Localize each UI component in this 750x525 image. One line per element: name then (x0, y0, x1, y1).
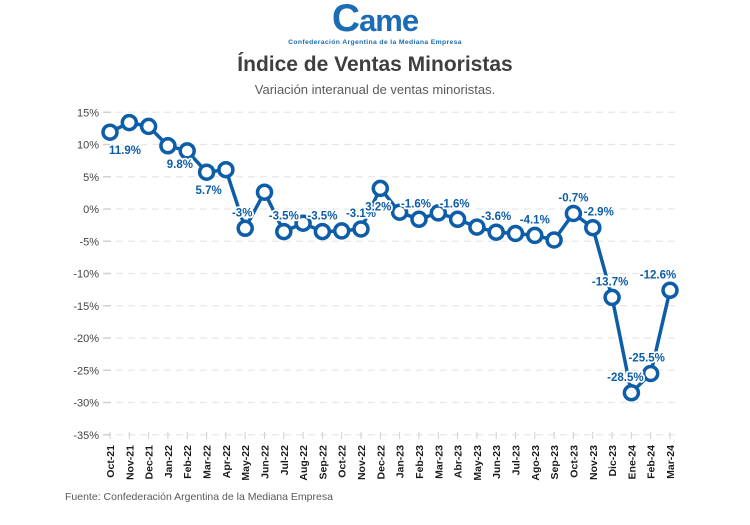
x-axis-label: Jun-23 (491, 445, 503, 479)
x-axis-label: Jul-22 (279, 445, 291, 476)
data-label: -3.5% (269, 211, 299, 223)
y-axis-label: -25% (73, 365, 99, 377)
y-axis-label: 5% (83, 172, 99, 184)
data-label: -2.9% (584, 207, 614, 219)
data-point (622, 384, 641, 402)
data-label: -3.5% (307, 211, 337, 223)
data-label: -3.1% (346, 208, 376, 220)
series-line (108, 120, 672, 395)
chart-subtitle: Variación interanual de ventas minorista… (254, 82, 496, 97)
data-label: -28.5% (607, 372, 643, 384)
data-point (255, 183, 274, 201)
data-point (217, 160, 235, 179)
x-axis-label: Sep-23 (549, 445, 561, 480)
data-point (159, 137, 177, 155)
data-point (506, 224, 525, 243)
data-point (468, 218, 486, 236)
data-point (352, 220, 370, 238)
x-axis-label: Dic-23 (607, 445, 619, 477)
x-axis-label: Apr-22 (221, 445, 233, 478)
y-axis-label: 10% (77, 140, 99, 152)
data-label: 11.9% (109, 145, 141, 157)
data-point (390, 203, 409, 221)
x-axis-label: Ago-23 (530, 445, 542, 481)
data-label: 3.2% (365, 201, 391, 213)
data-point (120, 113, 139, 132)
data-point (139, 117, 158, 136)
data-point (313, 222, 332, 241)
data-point (487, 223, 505, 241)
data-point (526, 226, 544, 245)
data-label: 5.7% (195, 185, 221, 197)
data-label: -12.6% (640, 269, 676, 281)
x-axis-label: Jul-23 (511, 445, 523, 476)
x-axis-label: Aug-22 (298, 445, 310, 481)
y-axis-label: -5% (79, 236, 99, 248)
x-axis-label: Jan-23 (395, 445, 407, 478)
data-point (371, 179, 390, 198)
y-axis-label: 15% (77, 107, 99, 119)
x-axis-label: Mar-23 (433, 445, 445, 479)
data-point (564, 204, 583, 223)
came-logo: Came Confederación Argentina de la Media… (0, 2, 750, 47)
data-point (178, 142, 196, 160)
x-axis-label: Ene-24 (626, 445, 638, 480)
data-point (101, 123, 119, 141)
came-logo-wordmark: Came (331, 0, 419, 40)
x-axis-label: Jan-22 (163, 445, 175, 478)
x-axis-label: Dec-22 (375, 445, 387, 480)
x-axis-label: Oct-22 (337, 445, 349, 478)
y-axis-label: -15% (73, 301, 99, 313)
data-label: -0.7% (558, 193, 588, 205)
x-axis-label: Oct-21 (105, 445, 117, 478)
data-label: -3.6% (481, 211, 511, 223)
data-point (332, 222, 351, 240)
data-point (197, 163, 216, 181)
data-point (584, 218, 602, 237)
x-axis-label: Oct-23 (568, 445, 580, 478)
x-axis-label: May-23 (472, 445, 484, 481)
x-axis-label: Feb-23 (414, 445, 426, 479)
x-axis-label: Mar-24 (665, 445, 677, 479)
data-point (294, 214, 312, 232)
y-axis-label: -30% (73, 398, 99, 410)
data-label: -4.1% (520, 214, 550, 226)
y-axis-label: -35% (73, 430, 99, 442)
x-axis-label: Nov-22 (356, 445, 368, 480)
data-label: -13.7% (592, 276, 628, 288)
data-point (641, 364, 660, 383)
x-axis-label: Abr-23 (453, 445, 465, 478)
x-axis-label: Feb-24 (646, 445, 658, 479)
x-axis-label: Jun-22 (259, 445, 271, 479)
data-point (275, 222, 293, 241)
data-label: 9.8% (167, 159, 193, 171)
data-point (429, 204, 448, 222)
x-axis-label: Dec-21 (144, 445, 156, 480)
data-point (545, 231, 563, 249)
x-axis-label: Nov-21 (124, 445, 136, 480)
came-logo-subtitle: Confederación Argentina de la Mediana Em… (288, 39, 462, 46)
x-axis-label: May-22 (240, 445, 252, 481)
data-label: -1.6% (401, 198, 431, 210)
data-label: -3% (232, 207, 252, 219)
data-point (603, 288, 621, 307)
x-axis-label: Nov-23 (588, 445, 600, 480)
data-label: -1.6% (440, 198, 470, 210)
x-axis-label: Feb-22 (182, 445, 194, 479)
data-point (448, 210, 467, 229)
y-axis-label: -10% (73, 269, 99, 281)
source-note: Fuente: Confederación Argentina de la Me… (65, 491, 333, 503)
chart-title: Índice de Ventas Minoristas (237, 53, 513, 76)
data-point (236, 219, 254, 238)
data-label: -25.5% (628, 353, 664, 365)
data-point (410, 210, 428, 229)
y-axis-label: 0% (83, 204, 99, 216)
y-axis-label: -20% (73, 333, 99, 345)
x-axis-label: Mar-22 (202, 445, 214, 479)
data-point (661, 281, 679, 300)
x-axis-label: Sep-22 (317, 445, 329, 480)
